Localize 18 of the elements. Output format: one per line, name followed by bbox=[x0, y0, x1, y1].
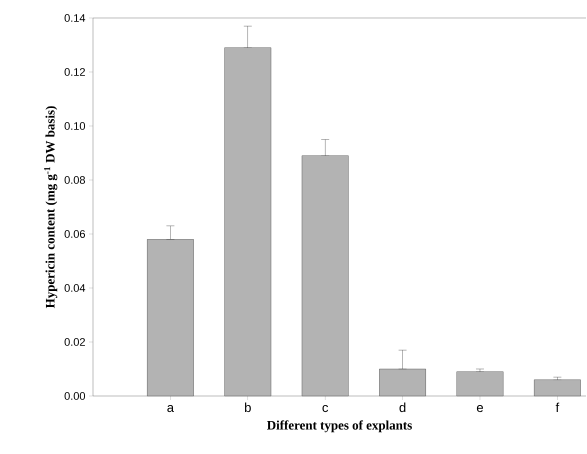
bar bbox=[534, 380, 581, 396]
x-tick-label: c bbox=[322, 404, 328, 412]
bar bbox=[456, 372, 504, 396]
y-tick-label: 0.14 bbox=[64, 14, 86, 22]
y-axis-title: Hypericin content (mg g$^{-1}$ DW basis) bbox=[44, 106, 58, 308]
y-tick-label: 0.12 bbox=[64, 68, 85, 76]
x-tick-label: e bbox=[476, 404, 483, 412]
x-tick-label: a bbox=[167, 404, 174, 412]
x-tick-label: b bbox=[245, 402, 251, 412]
y-tick-label: 0.08 bbox=[64, 176, 85, 184]
x-axis-title: Different types of explants bbox=[267, 420, 412, 432]
x-tick-label: f bbox=[556, 402, 560, 412]
y-tick-label: 0.02 bbox=[64, 338, 85, 346]
x-tick-label: d bbox=[400, 402, 406, 412]
y-tick-label: 0.10 bbox=[64, 122, 86, 130]
y-tick-label: 0.06 bbox=[64, 230, 85, 238]
y-tick-label: 0.04 bbox=[64, 284, 86, 292]
y-tick-label: 0.00 bbox=[64, 392, 86, 400]
